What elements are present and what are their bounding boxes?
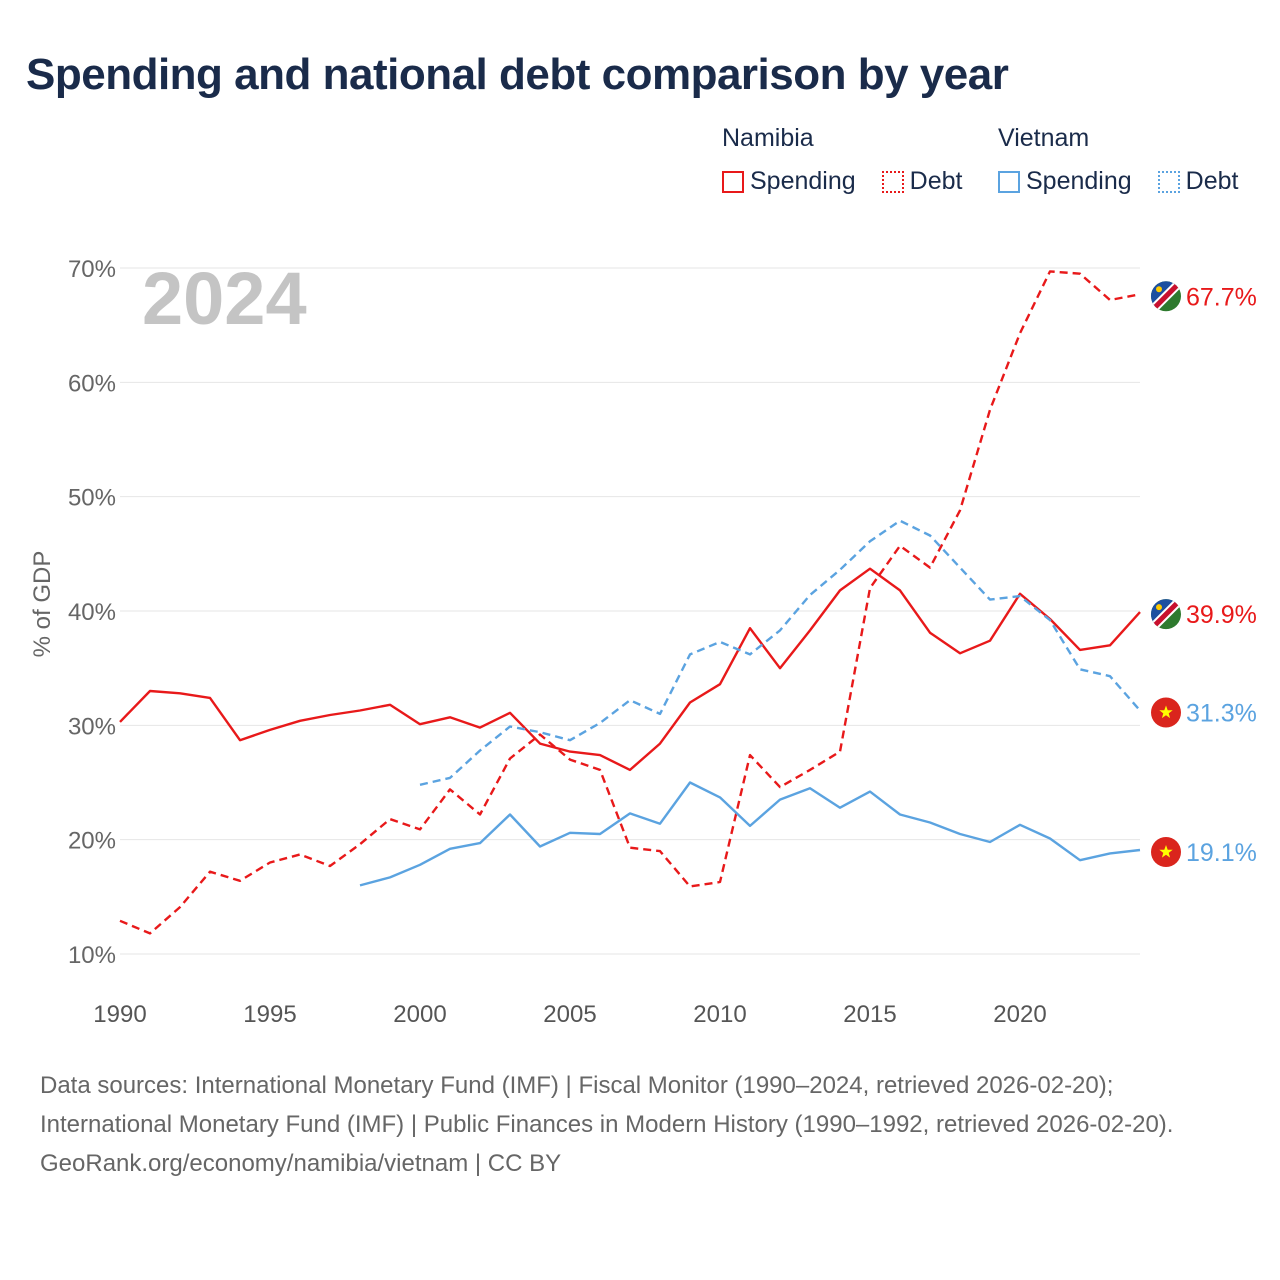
y-tick-label: 70% (68, 256, 116, 283)
x-tick-label: 2005 (543, 1001, 596, 1028)
legend-namibia-debt[interactable]: Debt (881, 167, 963, 196)
big-year-label: 2024 (142, 257, 307, 340)
solid-swatch-icon (998, 170, 1020, 193)
vietnam-flag-icon (1151, 836, 1181, 867)
legend-vietnam-debt[interactable]: Debt (1157, 167, 1239, 196)
solid-swatch-icon (722, 170, 744, 193)
namibia-spending-line (119, 567, 1141, 772)
legend-namibia-debt-label: Debt (909, 167, 963, 195)
legend-namibia-spending-label: Spending (750, 167, 856, 195)
legend-vietnam-country: Vietnam (998, 124, 1090, 152)
x-tick-label: 1995 (243, 1001, 296, 1028)
x-axis: 1990 1995 2000 2005 2010 2015 2020 (93, 1001, 1046, 1028)
y-tick-label: 50% (68, 485, 116, 512)
end-labels: 39.9% 67.7% 19.1% 31.3% (1151, 281, 1257, 867)
flag-red-band (1152, 600, 1180, 628)
legend-namibia-country: Namibia (722, 124, 814, 152)
dotted-swatch-icon (1157, 170, 1180, 193)
vietnam-spending-line (359, 781, 1141, 887)
namibia-flag-icon (1151, 281, 1181, 312)
vietnam-flag-icon (1151, 697, 1181, 728)
x-tick-label: 2000 (393, 1001, 446, 1028)
series-group (119, 270, 1141, 935)
y-axis: 10% 20% 30% 40% 50% 60% 70% (68, 256, 116, 969)
namibia-flag-icon (1151, 599, 1181, 630)
footer-credit[interactable]: GeoRank.org/economy/namibia/vietnam | CC… (40, 1150, 562, 1177)
line-chart: 10% 20% 30% 40% 50% 60% 70% 1990 1995 2000 2005 20… (29, 256, 1257, 1028)
y-tick-label: 30% (68, 713, 116, 740)
legend-vietnam-debt-label: Debt (1185, 167, 1239, 195)
dotted-swatch-icon (881, 170, 904, 193)
legend-namibia: Namibia Spending Debt (722, 124, 962, 196)
x-tick-label: 1990 (93, 1001, 146, 1028)
flag-red-band (1152, 282, 1180, 311)
x-tick-label: 2015 (843, 1001, 896, 1028)
y-axis-label: % of GDP (29, 551, 56, 658)
gridlines (120, 267, 1140, 955)
flag-star (1159, 705, 1173, 719)
namibia-debt-line (119, 270, 1141, 935)
legend-vietnam-spending-label: Spending (1026, 167, 1132, 195)
end-value-label: 31.3% (1186, 699, 1257, 727)
footer: Data sources: International Monetary Fun… (40, 1066, 1240, 1183)
y-tick-label: 60% (68, 370, 116, 397)
y-tick-label: 20% (68, 828, 116, 855)
end-value-label: 19.1% (1186, 839, 1257, 867)
end-value-label: 39.9% (1186, 601, 1257, 629)
x-tick-label: 2010 (693, 1001, 746, 1028)
y-tick-label: 40% (68, 599, 116, 626)
legend-namibia-spending[interactable]: Spending (722, 167, 856, 196)
y-tick-label: 10% (68, 942, 116, 969)
flag-sun (1156, 286, 1162, 293)
flag-star (1159, 844, 1173, 858)
end-value-label: 67.7% (1186, 283, 1257, 311)
x-tick-label: 2020 (993, 1001, 1046, 1028)
vietnam-debt-line (419, 519, 1141, 786)
chart-title: Spending and national debt comparison by… (26, 50, 1009, 99)
legend-vietnam: Vietnam Spending Debt (998, 124, 1238, 196)
flag-sun (1156, 604, 1162, 611)
legend-vietnam-spending[interactable]: Spending (998, 167, 1132, 196)
footer-sources: Data sources: International Monetary Fun… (40, 1072, 1174, 1138)
